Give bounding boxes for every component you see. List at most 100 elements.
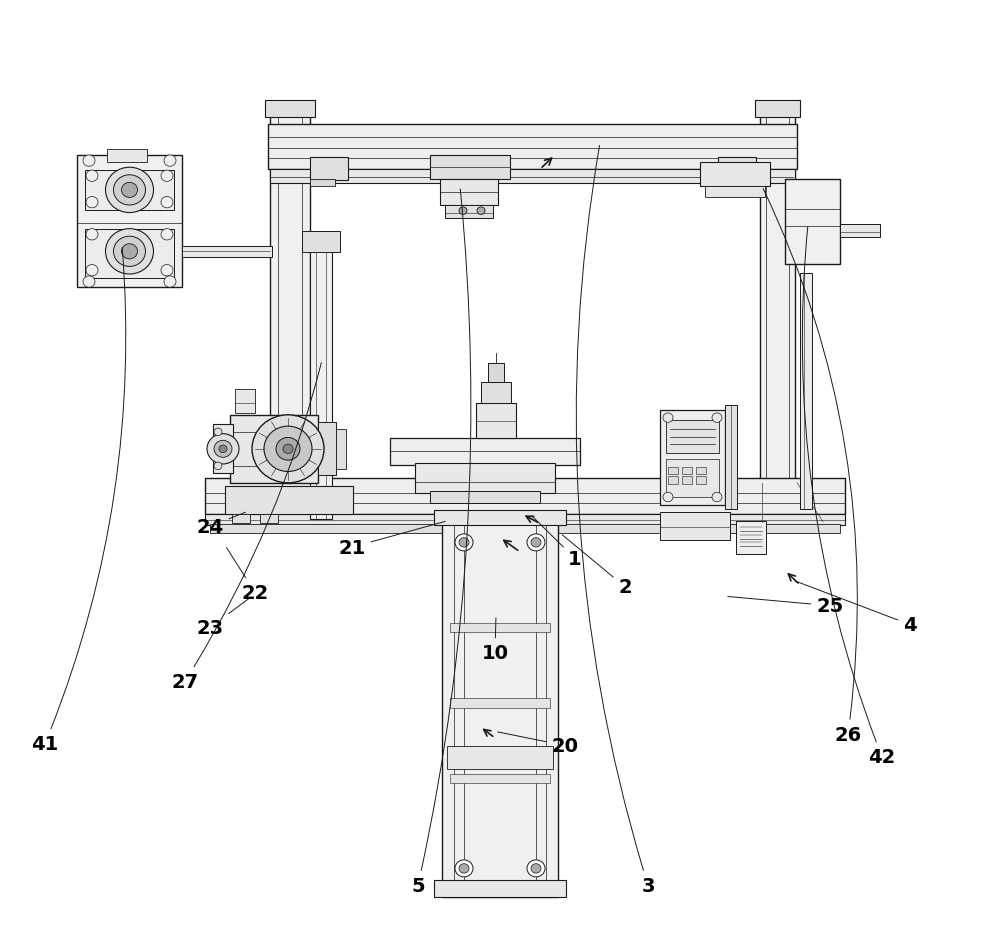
Bar xyxy=(213,425,233,474)
Circle shape xyxy=(122,244,138,260)
Text: 41: 41 xyxy=(31,248,126,753)
Bar xyxy=(666,460,719,497)
Circle shape xyxy=(527,860,545,877)
Circle shape xyxy=(283,445,293,454)
Circle shape xyxy=(712,493,722,502)
Bar xyxy=(310,179,335,187)
Bar xyxy=(210,525,840,533)
Bar xyxy=(107,150,147,163)
Circle shape xyxy=(161,265,173,277)
Circle shape xyxy=(276,438,300,461)
Text: 2: 2 xyxy=(562,535,632,597)
Bar xyxy=(260,514,278,524)
Bar xyxy=(235,390,255,413)
Bar xyxy=(450,699,550,708)
Circle shape xyxy=(663,413,673,423)
Circle shape xyxy=(114,176,146,206)
Circle shape xyxy=(83,277,95,288)
Bar xyxy=(230,415,318,483)
Circle shape xyxy=(252,415,324,483)
Circle shape xyxy=(663,493,673,502)
Circle shape xyxy=(86,197,98,209)
Circle shape xyxy=(114,237,146,267)
Bar xyxy=(85,171,174,211)
Bar xyxy=(434,880,566,897)
Bar xyxy=(718,158,756,181)
Bar xyxy=(205,479,845,514)
Bar xyxy=(668,467,678,475)
Circle shape xyxy=(161,197,173,209)
Text: 5: 5 xyxy=(411,190,471,895)
Circle shape xyxy=(106,168,154,213)
Bar xyxy=(302,232,340,253)
Bar xyxy=(682,467,692,475)
Bar xyxy=(447,746,553,769)
Circle shape xyxy=(477,208,485,215)
Text: 23: 23 xyxy=(196,598,250,637)
Circle shape xyxy=(531,538,541,548)
Bar xyxy=(270,113,310,519)
Bar xyxy=(785,179,840,264)
Bar xyxy=(488,363,504,382)
Bar xyxy=(440,179,498,206)
Text: 3: 3 xyxy=(576,146,655,895)
Bar xyxy=(434,511,566,526)
Bar xyxy=(310,158,348,181)
Text: 10: 10 xyxy=(482,618,509,663)
Text: 22: 22 xyxy=(226,548,269,602)
Polygon shape xyxy=(238,479,310,524)
Circle shape xyxy=(83,156,95,167)
Bar xyxy=(476,403,516,439)
Circle shape xyxy=(214,441,232,458)
Bar xyxy=(696,467,706,475)
Circle shape xyxy=(455,534,473,551)
Circle shape xyxy=(106,229,154,275)
Text: 21: 21 xyxy=(338,522,445,557)
Bar xyxy=(442,514,558,897)
Bar xyxy=(268,125,797,170)
Bar xyxy=(755,101,800,118)
Text: 24: 24 xyxy=(196,513,245,536)
Bar xyxy=(668,477,678,484)
Circle shape xyxy=(264,427,312,472)
Text: 27: 27 xyxy=(171,363,321,691)
Circle shape xyxy=(527,534,545,551)
Text: 4: 4 xyxy=(796,582,917,634)
Bar xyxy=(660,513,730,541)
Bar xyxy=(660,411,725,505)
Circle shape xyxy=(214,429,222,436)
Circle shape xyxy=(455,860,473,877)
Bar xyxy=(736,521,766,554)
Bar xyxy=(700,163,770,187)
Bar xyxy=(800,274,812,510)
Circle shape xyxy=(459,208,467,215)
Bar xyxy=(318,423,336,476)
Circle shape xyxy=(161,229,173,241)
Bar xyxy=(336,430,346,469)
Bar xyxy=(450,623,550,632)
Bar xyxy=(840,225,880,238)
Text: 42: 42 xyxy=(802,228,896,767)
Bar xyxy=(666,420,719,453)
Bar xyxy=(225,486,353,514)
Bar xyxy=(430,492,540,503)
Text: 1: 1 xyxy=(532,516,582,568)
Bar xyxy=(205,514,845,526)
Text: 20: 20 xyxy=(498,733,578,755)
Circle shape xyxy=(122,183,138,198)
Circle shape xyxy=(207,434,239,464)
Bar xyxy=(450,774,550,784)
Bar xyxy=(182,246,272,258)
Circle shape xyxy=(86,265,98,277)
Bar xyxy=(270,170,795,184)
Circle shape xyxy=(531,864,541,873)
Bar xyxy=(310,245,332,519)
Circle shape xyxy=(86,229,98,241)
Circle shape xyxy=(164,156,176,167)
Circle shape xyxy=(219,446,227,453)
Bar xyxy=(415,464,555,494)
Bar xyxy=(232,514,250,524)
Bar xyxy=(390,439,580,465)
Bar xyxy=(265,101,315,118)
Bar xyxy=(481,382,511,403)
